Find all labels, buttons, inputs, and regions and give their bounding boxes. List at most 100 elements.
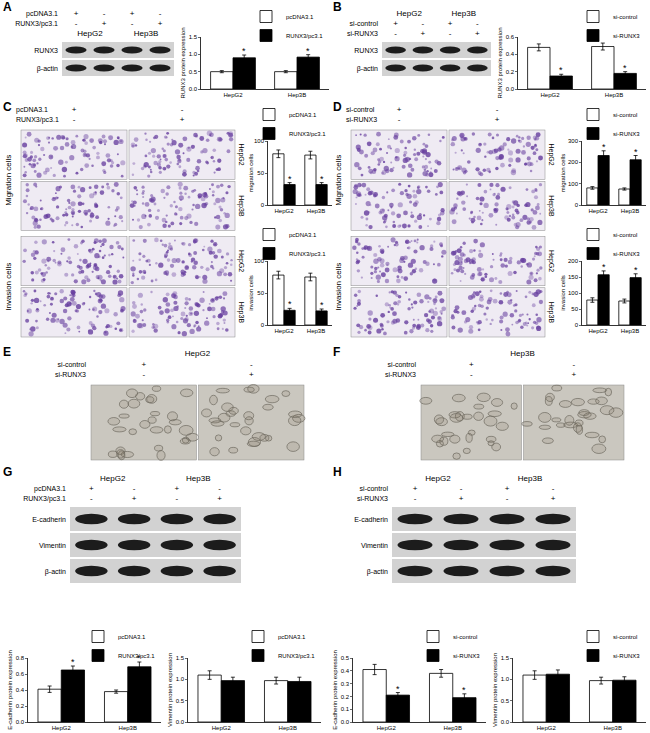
svg-text:HepG2: HepG2: [397, 9, 423, 18]
svg-text:HepG2: HepG2: [52, 725, 72, 731]
svg-text:0.5: 0.5: [341, 655, 350, 661]
svg-text:+: +: [249, 370, 254, 379]
svg-text:Hep3B: Hep3B: [119, 725, 137, 731]
svg-text:Hep3B: Hep3B: [134, 29, 158, 38]
svg-text:0.5: 0.5: [176, 698, 185, 704]
svg-text:HepG2: HepG2: [274, 328, 294, 334]
svg-text:si-RUNX3: si-RUNX3: [613, 33, 640, 39]
svg-text:si-control: si-control: [360, 485, 389, 492]
svg-text:*: *: [623, 63, 627, 73]
svg-text:si-control: si-control: [346, 106, 375, 113]
svg-text:+: +: [180, 115, 185, 124]
svg-text:*: *: [634, 147, 638, 157]
svg-text:100: 100: [568, 290, 579, 296]
svg-text:β-actin: β-actin: [37, 65, 58, 73]
svg-text:+: +: [175, 484, 180, 493]
svg-text:-: -: [496, 105, 499, 114]
svg-text:*: *: [288, 299, 292, 309]
svg-text:RUNX3 protein expression: RUNX3 protein expression: [180, 27, 186, 98]
svg-text:HepG2: HepG2: [377, 725, 397, 731]
svg-text:E-cadherin: E-cadherin: [32, 516, 66, 523]
svg-text:Invasion cells: Invasion cells: [4, 263, 13, 311]
svg-text:Hep3B: Hep3B: [604, 725, 622, 731]
svg-text:+: +: [72, 105, 77, 114]
svg-text:1.0: 1.0: [501, 676, 510, 682]
svg-text:RUNX3/pc3.1: RUNX3/pc3.1: [286, 33, 323, 39]
svg-text:200: 200: [568, 258, 579, 264]
svg-text:Vimentin protein expression: Vimentin protein expression: [167, 653, 173, 727]
svg-text:300: 300: [568, 138, 579, 144]
svg-text:si-control: si-control: [388, 361, 417, 368]
svg-text:HepG2: HepG2: [547, 250, 555, 272]
svg-text:A: A: [3, 0, 12, 14]
svg-text:HepG2: HepG2: [588, 328, 608, 334]
svg-text:β-actin: β-actin: [367, 568, 388, 576]
svg-text:HepG2: HepG2: [274, 208, 294, 214]
svg-text:*: *: [320, 174, 324, 184]
svg-text:si-control: si-control: [613, 634, 637, 640]
svg-text:50: 50: [571, 306, 578, 312]
svg-text:0: 0: [575, 322, 579, 328]
svg-text:Hep3B: Hep3B: [547, 195, 555, 217]
svg-text:si-control: si-control: [613, 14, 637, 20]
svg-text:+: +: [475, 29, 480, 38]
svg-text:0.4: 0.4: [506, 51, 515, 57]
svg-text:+: +: [393, 19, 398, 28]
svg-text:si-control: si-control: [453, 634, 477, 640]
svg-text:-: -: [476, 19, 479, 28]
svg-text:si-control: si-control: [350, 20, 379, 27]
svg-text:*: *: [306, 46, 310, 56]
svg-text:-: -: [159, 9, 162, 18]
svg-text:pcDNA3.1: pcDNA3.1: [16, 106, 48, 114]
svg-text:si-RUNX3: si-RUNX3: [453, 653, 480, 659]
svg-text:RUNX3/pc3.1: RUNX3/pc3.1: [278, 653, 315, 659]
svg-text:0.5: 0.5: [501, 698, 510, 704]
svg-text:-: -: [131, 19, 134, 28]
svg-text:+: +: [397, 105, 402, 114]
svg-text:150: 150: [568, 274, 579, 280]
svg-text:0: 0: [575, 202, 579, 208]
svg-text:migration cells: migration cells: [560, 154, 566, 192]
svg-text:*: *: [242, 46, 246, 56]
svg-text:RUNX3/pc3.1: RUNX3/pc3.1: [118, 653, 155, 659]
svg-text:-: -: [422, 19, 425, 28]
svg-text:β-actin: β-actin: [45, 568, 66, 576]
svg-text:-: -: [414, 494, 417, 503]
svg-text:*: *: [288, 174, 292, 184]
svg-text:HepG2: HepG2: [237, 144, 245, 166]
svg-text:*: *: [462, 685, 466, 695]
svg-text:-: -: [394, 29, 397, 38]
svg-text:Hep3B: Hep3B: [547, 302, 555, 324]
svg-text:+: +: [141, 360, 146, 369]
svg-text:Hep3B: Hep3B: [307, 208, 325, 214]
svg-text:HepG2: HepG2: [77, 29, 103, 38]
svg-text:Invasion cells: Invasion cells: [334, 263, 343, 311]
svg-text:1.5: 1.5: [501, 655, 510, 661]
svg-text:pcDNA3.1: pcDNA3.1: [278, 634, 306, 640]
svg-text:si-RUNX3: si-RUNX3: [357, 495, 388, 502]
svg-text:+: +: [495, 115, 500, 124]
svg-text:+: +: [130, 9, 135, 18]
svg-text:0.2: 0.2: [341, 694, 350, 700]
svg-text:HepG2: HepG2: [588, 208, 608, 214]
svg-text:+: +: [413, 484, 418, 493]
svg-text:1.0: 1.0: [176, 676, 185, 682]
svg-text:0.0: 0.0: [341, 719, 350, 725]
svg-text:Vimentin: Vimentin: [39, 542, 66, 549]
svg-text:*: *: [71, 657, 75, 667]
svg-text:-: -: [142, 370, 145, 379]
svg-text:0.1: 0.1: [341, 706, 350, 712]
svg-text:RUNX3/pc3.1: RUNX3/pc3.1: [289, 131, 326, 137]
svg-text:0.4: 0.4: [341, 668, 350, 674]
svg-text:si-control: si-control: [58, 361, 87, 368]
svg-text:HepG2: HepG2: [185, 349, 211, 358]
svg-text:-: -: [90, 494, 93, 503]
svg-text:Hep3B: Hep3B: [621, 208, 639, 214]
svg-text:si-RUNX3: si-RUNX3: [346, 116, 377, 123]
svg-text:si-RUNX3: si-RUNX3: [613, 131, 640, 137]
svg-text:si-RUNX3: si-RUNX3: [613, 251, 640, 257]
svg-text:RUNX3/pc3.1: RUNX3/pc3.1: [16, 116, 59, 124]
svg-text:1.0: 1.0: [189, 51, 198, 57]
svg-text:si-control: si-control: [613, 232, 637, 238]
svg-text:Hep3B: Hep3B: [518, 474, 542, 483]
